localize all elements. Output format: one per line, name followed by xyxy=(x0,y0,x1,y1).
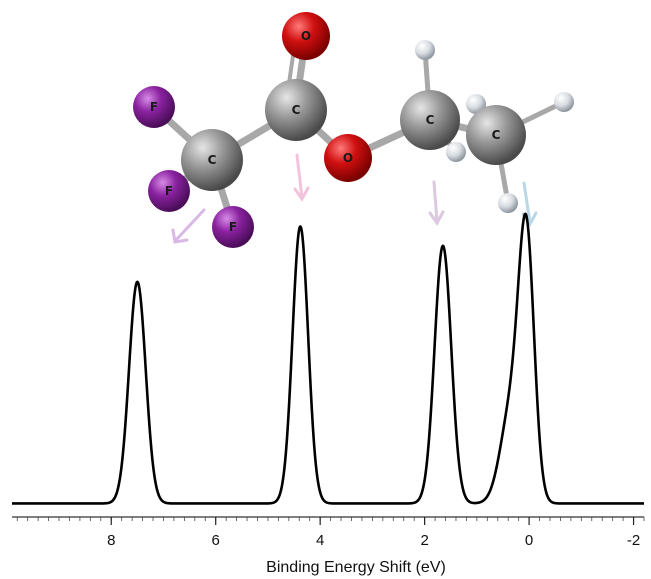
x-tick-labels: 8 6 4 2 0 -2 xyxy=(107,532,640,549)
atom-sphere xyxy=(498,193,518,213)
arrow-ch2 xyxy=(430,182,443,223)
oxygen-atom-ester: O xyxy=(324,134,372,182)
atom-label: C xyxy=(292,103,301,117)
hydrogen-atom-behind xyxy=(446,142,466,162)
atom-sphere xyxy=(446,142,466,162)
atom-label: C xyxy=(208,153,217,167)
atom-label: C xyxy=(492,128,501,142)
oxygen-atom-carbonyl: O xyxy=(282,12,330,60)
spectrum-plot: 8 6 4 2 0 -2 Binding Energy Shift (eV) xyxy=(12,214,644,576)
atom-label: F xyxy=(150,100,158,114)
x-tick-label: -2 xyxy=(627,532,640,549)
x-tick-label: 6 xyxy=(212,532,220,549)
hydrogen-atom xyxy=(554,92,574,112)
fluorine-atom-left: F xyxy=(148,170,190,212)
x-tick-label: 2 xyxy=(420,532,428,549)
molecule-illustration: O C F C F F O xyxy=(133,12,574,248)
carbon-atom-carbonyl: C xyxy=(265,79,327,141)
fluorine-atom-bottom: F xyxy=(212,206,254,248)
x-tick-label: 0 xyxy=(525,532,533,549)
arrow-shaft xyxy=(434,182,437,222)
atom-label: C xyxy=(426,113,435,127)
carbon-atom-cf3: C xyxy=(181,129,243,191)
fluorine-atom-top: F xyxy=(133,86,175,128)
atom-label: F xyxy=(229,220,237,234)
carbon-atom-ch3: C xyxy=(466,105,526,165)
x-tick-label: 4 xyxy=(316,532,324,549)
atom-label: O xyxy=(301,29,311,43)
x-axis-title: Binding Energy Shift (eV) xyxy=(266,559,446,576)
x-tick-label: 8 xyxy=(107,532,115,549)
hydrogen-atom xyxy=(415,40,435,60)
arrow-cf3 xyxy=(173,210,204,242)
hydrogen-atom-front xyxy=(498,193,518,213)
carbon-atom-ch2: C xyxy=(400,90,460,150)
atom-label: F xyxy=(165,184,173,198)
arrow-carbonyl xyxy=(295,155,308,199)
arrow-shaft xyxy=(176,210,204,240)
spectrum-line xyxy=(12,214,644,504)
atom-label: O xyxy=(343,151,353,165)
